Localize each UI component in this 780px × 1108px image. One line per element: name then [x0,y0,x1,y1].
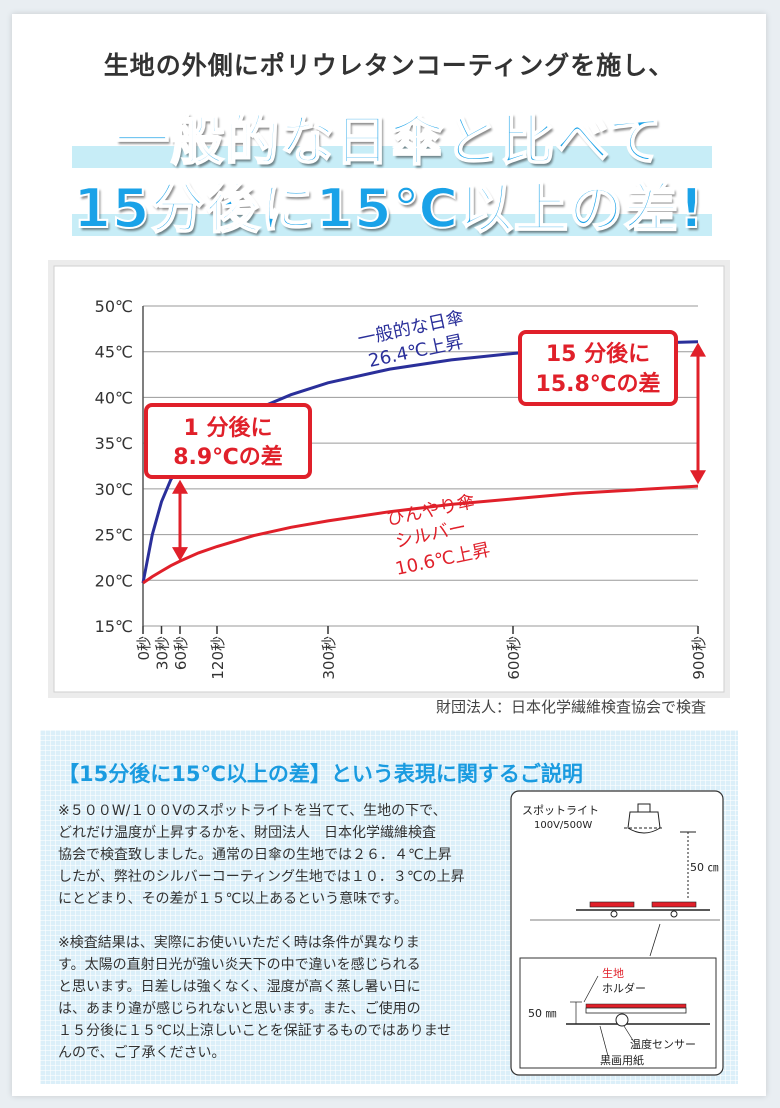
paper-label: 黒画用紙 [600,1053,644,1067]
x-tick-label: 600秒 [505,636,523,680]
lead-text: 生地の外側にポリウレタンコーティングを施し、 [103,51,675,80]
annotation-fifteen-minutes-line1: 15 分後に [546,341,650,367]
y-tick-label: 30℃ [95,480,133,499]
y-tick-label: 15℃ [95,617,133,636]
annotation-one-minute-line1: 1 分後に [184,415,273,441]
annotation-one-minute-box [144,403,312,479]
distance-label: 50 ㎝ [690,861,719,874]
para2-line: １５分後に１５℃以上涼しいことを保証するものではありませ [58,1023,452,1039]
annotation-one-minute-line2: 8.9℃の差 [173,444,283,470]
sensor-label: 温度センサー [630,1037,696,1051]
chart-source: 財団法人：日本化学繊維検査協会で検査 [435,698,706,716]
annotation-one-minute: 1 分後に 8.9℃の差 [144,403,312,479]
test-setup-diagram: スポットライト 100V/500W 50 ㎝ [510,790,724,1076]
gap-arrow-one-minute [172,479,188,562]
gap-label: 50 ㎜ [528,1007,557,1020]
gap-arrow-fifteen-minutes [690,342,706,485]
chart-panel: 15℃ 20℃ 25℃ 30℃ 35℃ 40℃ 45℃ 50℃ 0秒 30秒 60秒 120秒 300… [48,260,730,698]
headline-line-2: 15分後に15℃以上の差! [72,176,705,241]
y-tick-label: 20℃ [95,571,133,590]
x-tick-label: 120秒 [209,636,227,680]
para1-line: ※５００W/１００Vのスポットライトを当てて、生地の下で、 [58,803,447,819]
y-tick-label: 25℃ [95,526,133,545]
explanation-title: 【15分後に15℃以上の差】という表現に関するご説明 [58,762,583,786]
para1-line: したが、弊社のシルバーコーティング生地では１０．３℃の上昇 [58,869,465,885]
fabric-label: 生地 [602,966,624,980]
test-stage-icon [530,901,720,957]
annotation-fifteen-minutes: 15 分後に 15.8℃の差 [518,330,678,406]
para1-line: 協会で検査致しました。通常の日傘の生地では２６．４℃上昇 [58,847,452,863]
annotation-fifteen-minutes-box [518,330,678,406]
x-tick-label: 300秒 [320,636,338,680]
headline-highlight-1 [72,146,712,168]
annotation-fifteen-minutes-line2: 15.8℃の差 [536,371,661,397]
zoom-stage-icon [566,975,710,1057]
para1-line: にとどまり、その差が１５℃以上あるという意味です。 [58,891,408,907]
para1-line: どれだけ温度が上昇するかを、財団法人 日本化学繊維検査 [58,825,436,841]
spotlight-icon [624,803,664,834]
y-tick-label: 50℃ [95,297,133,316]
para2-line: す。太陽の直射日光が強い炎天下の中で違いを感じられる [58,957,421,973]
y-tick-label: 45℃ [95,343,133,362]
para2-line: んので、ご了承ください。 [58,1045,226,1061]
para2-line: は、あまり違が感じられないと思います。また、ご使用の [58,1001,421,1017]
explanation-panel: 【15分後に15℃以上の差】という表現に関するご説明 ※５００W/１００Vのスポ… [40,730,738,1084]
x-tick-label: 0秒 [135,636,153,661]
explanation-paragraph-1: ※５００W/１００Vのスポットライトを当てて、生地の下で、 どれだけ温度が上昇す… [58,800,518,910]
x-tick-label: 60秒 [172,636,190,670]
para2-line: ※検査結果は、実際にお使いいただく時は条件が異なりま [58,935,420,951]
series-line-silver [142,484,699,585]
spotlight-spec: 100V/500W [534,820,592,831]
headline-line-1: 一般的な日傘と比べて [114,108,663,173]
page: 生地の外側にポリウレタンコーティングを施し、 一般的な日傘と比べて 15分後に1… [12,14,766,1096]
y-tick-label: 35℃ [95,434,133,453]
spotlight-label: スポットライト [522,804,599,817]
y-tick-label: 40℃ [95,388,133,407]
x-tick-label: 900秒 [690,636,708,680]
holder-label: ホルダー [602,981,646,995]
temperature-chart: 15℃ 20℃ 25℃ 30℃ 35℃ 40℃ 45℃ 50℃ 0秒 30秒 60秒 120秒 300… [53,265,725,693]
explanation-body: ※５００W/１００Vのスポットライトを当てて、生地の下で、 どれだけ温度が上昇す… [58,800,518,1086]
para2-line: と思います。日差しは強くなく、湿度が高く蒸し暑い日に [58,979,421,995]
x-tick-label: 30秒 [154,636,172,670]
headline-highlight-2 [72,214,712,236]
explanation-paragraph-2: ※検査結果は、実際にお使いいただく時は条件が異なりま す。太陽の直射日光が強い炎… [58,932,518,1064]
